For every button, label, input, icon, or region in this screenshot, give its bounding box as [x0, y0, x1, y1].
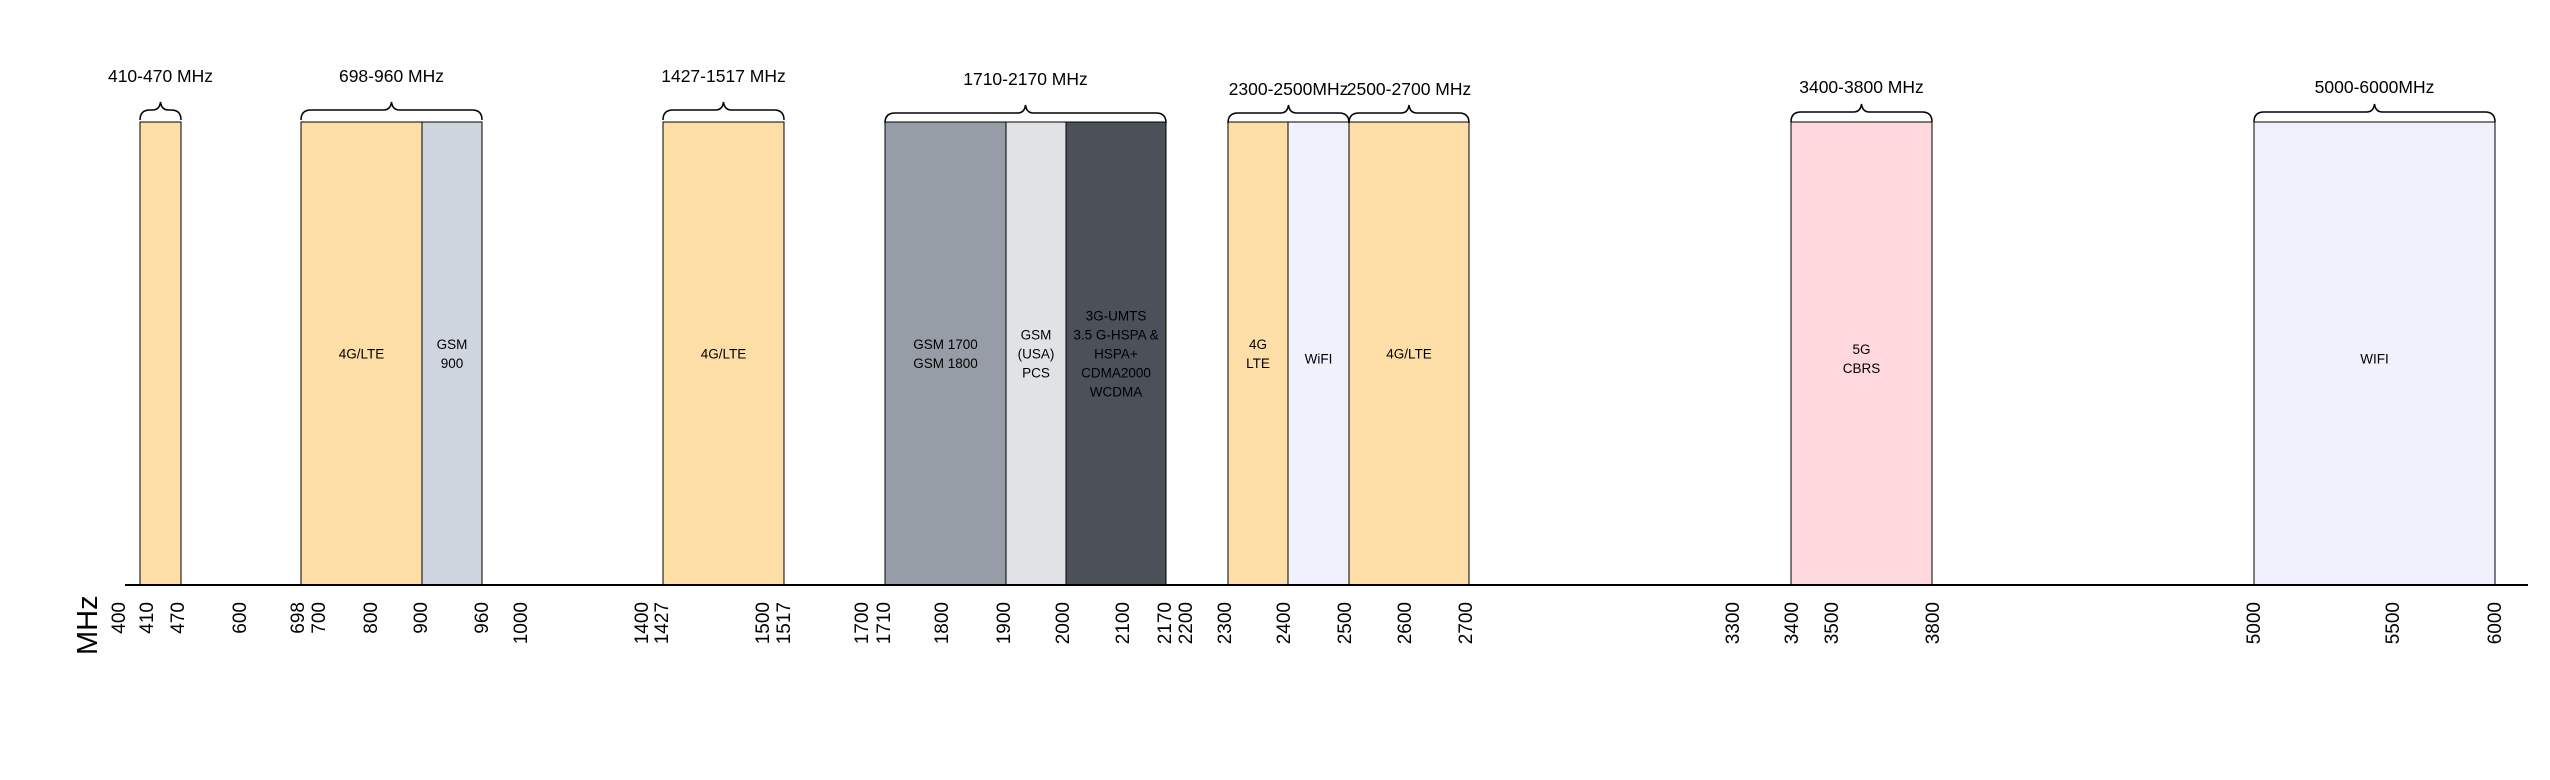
band-block: 5G CBRS [1790, 121, 1933, 586]
band-label: 4G/LTE [1386, 347, 1432, 362]
band-block: GSM (USA) PCS [1005, 121, 1067, 586]
tick-labels: 400 410 470 600 698 700 800 900 960 1000 1400 1427 1… [109, 602, 2506, 644]
tick-label: 3400 [1782, 602, 1803, 644]
band-block: WiFI [1287, 121, 1350, 586]
band-label: GSM 1700 GSM 1800 [913, 337, 978, 371]
brace-shape [1790, 103, 1933, 123]
band-block: 3G-UMTS 3.5 G-HSPA & HSPA+ CDMA2000 WCDMA [1065, 121, 1167, 586]
range-brace: 5000-6000MHz [2253, 77, 2496, 123]
band-rect [1005, 121, 1067, 586]
tick-label: 1500 [753, 602, 774, 644]
tick-label: 2170 [1155, 602, 1176, 644]
tick-label: 400 [109, 602, 130, 634]
range-label: 2500-2700 MHz [1347, 79, 1472, 99]
band-label: GSM 900 [437, 337, 468, 371]
range-braces: 410-470 MHz 698-960 MHz 1427-1517 MHz 1710-… [108, 66, 2496, 124]
band-block: 4G/LTE [300, 121, 423, 586]
range-label: 410-470 MHz [108, 66, 213, 86]
tick-label: 2400 [1274, 602, 1295, 644]
range-brace: 2500-2700 MHz [1347, 79, 1472, 124]
tick-label: 698 [288, 602, 309, 634]
tick-label: 600 [230, 602, 251, 634]
range-label: 3400-3800 MHz [1799, 77, 1924, 97]
band-block [139, 121, 182, 586]
range-label: 2300-2500MHz [1229, 79, 1349, 99]
brace-shape [139, 101, 182, 121]
range-brace: 1710-2170 MHz [884, 69, 1167, 124]
band-label: 4G LTE [1246, 337, 1270, 371]
range-brace: 1427-1517 MHz [661, 66, 786, 121]
tick-label: 2500 [1335, 602, 1356, 644]
band-label: WIFI [2360, 352, 2389, 367]
band-rect [1287, 121, 1350, 586]
band-rect [1065, 121, 1167, 586]
band-label: 3G-UMTS 3.5 G-HSPA & HSPA+ CDMA2000 WCDMA [1073, 309, 1158, 400]
band-block: 4G/LTE [662, 121, 785, 586]
range-label: 698-960 MHz [339, 66, 444, 86]
band-block: 4G/LTE [1348, 121, 1470, 586]
band-label: 4G/LTE [701, 347, 747, 362]
tick-label: 960 [472, 602, 493, 634]
range-brace: 698-960 MHz [300, 66, 483, 121]
band-rect [2253, 121, 2496, 586]
unit-label: MHz [72, 595, 104, 655]
tick-label: 1700 [852, 602, 873, 644]
band-rect [421, 121, 483, 586]
tick-label: 700 [309, 602, 330, 634]
band-rect [662, 121, 785, 586]
band-rect [300, 121, 423, 586]
range-label: 5000-6000MHz [2315, 77, 2435, 97]
band-rect [139, 121, 182, 586]
tick-label: 1000 [511, 602, 532, 644]
band-label: GSM (USA) PCS [1018, 328, 1055, 381]
band-label: 5G CBRS [1843, 342, 1881, 376]
range-label: 1710-2170 MHz [963, 69, 1088, 89]
band-block: WIFI [2253, 121, 2496, 586]
tick-label: 1710 [874, 602, 895, 644]
tick-label: 3300 [1723, 602, 1744, 644]
tick-label: 2000 [1053, 602, 1074, 644]
range-brace: 3400-3800 MHz [1790, 77, 1933, 123]
range-brace: 410-470 MHz [108, 66, 213, 121]
range-brace: 2300-2500MHz [1227, 79, 1350, 124]
tick-label: 2200 [1176, 602, 1197, 644]
tick-label: 5000 [2244, 602, 2265, 644]
brace-shape [1227, 104, 1350, 124]
band-block: GSM 1700 GSM 1800 [884, 121, 1007, 586]
tick-label: 1427 [652, 602, 673, 644]
band-rect [1348, 121, 1470, 586]
tick-label: 3500 [1822, 602, 1843, 644]
brace-shape [300, 101, 483, 121]
tick-label: 470 [168, 602, 189, 634]
tick-label: 5500 [2383, 602, 2404, 644]
brace-shape [1348, 104, 1470, 124]
tick-label: 2700 [1456, 602, 1477, 644]
tick-label: 1400 [632, 602, 653, 644]
range-label: 1427-1517 MHz [661, 66, 786, 86]
band-block: 4G LTE [1227, 121, 1289, 586]
tick-label: 2100 [1113, 602, 1134, 644]
band-blocks: 4G/LTE GSM 900 4G/LTE GSM 1700 GSM 1800 GSM (US… [139, 121, 2496, 586]
tick-label: 1800 [932, 602, 953, 644]
band-rect [1790, 121, 1933, 586]
band-label: WiFI [1305, 352, 1333, 367]
band-rect [1227, 121, 1289, 586]
tick-label: 6000 [2485, 602, 2506, 644]
brace-shape [2253, 103, 2496, 123]
tick-label: 1517 [774, 602, 795, 644]
tick-label: 410 [137, 602, 158, 634]
brace-shape [884, 104, 1167, 124]
tick-label: 2600 [1395, 602, 1416, 644]
tick-label: 2300 [1215, 602, 1236, 644]
band-block: GSM 900 [421, 121, 483, 586]
brace-shape [662, 101, 785, 121]
tick-label: 1900 [994, 602, 1015, 644]
band-label: 4G/LTE [339, 347, 385, 362]
tick-label: 900 [411, 602, 432, 634]
band-rect [884, 121, 1007, 586]
tick-label: 800 [361, 602, 382, 634]
tick-label: 3800 [1923, 602, 1944, 644]
